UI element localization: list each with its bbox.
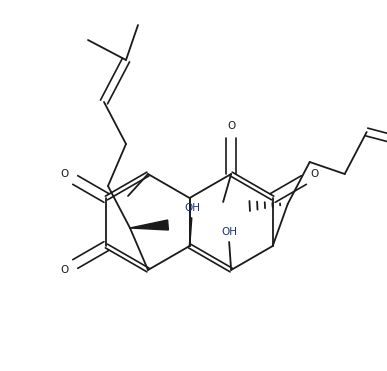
Text: O: O — [61, 169, 69, 179]
Text: OH: OH — [221, 227, 237, 237]
Text: O: O — [227, 121, 235, 131]
Text: OH: OH — [185, 203, 200, 213]
Text: O: O — [61, 265, 69, 275]
Polygon shape — [130, 220, 168, 230]
Text: O: O — [310, 169, 319, 179]
